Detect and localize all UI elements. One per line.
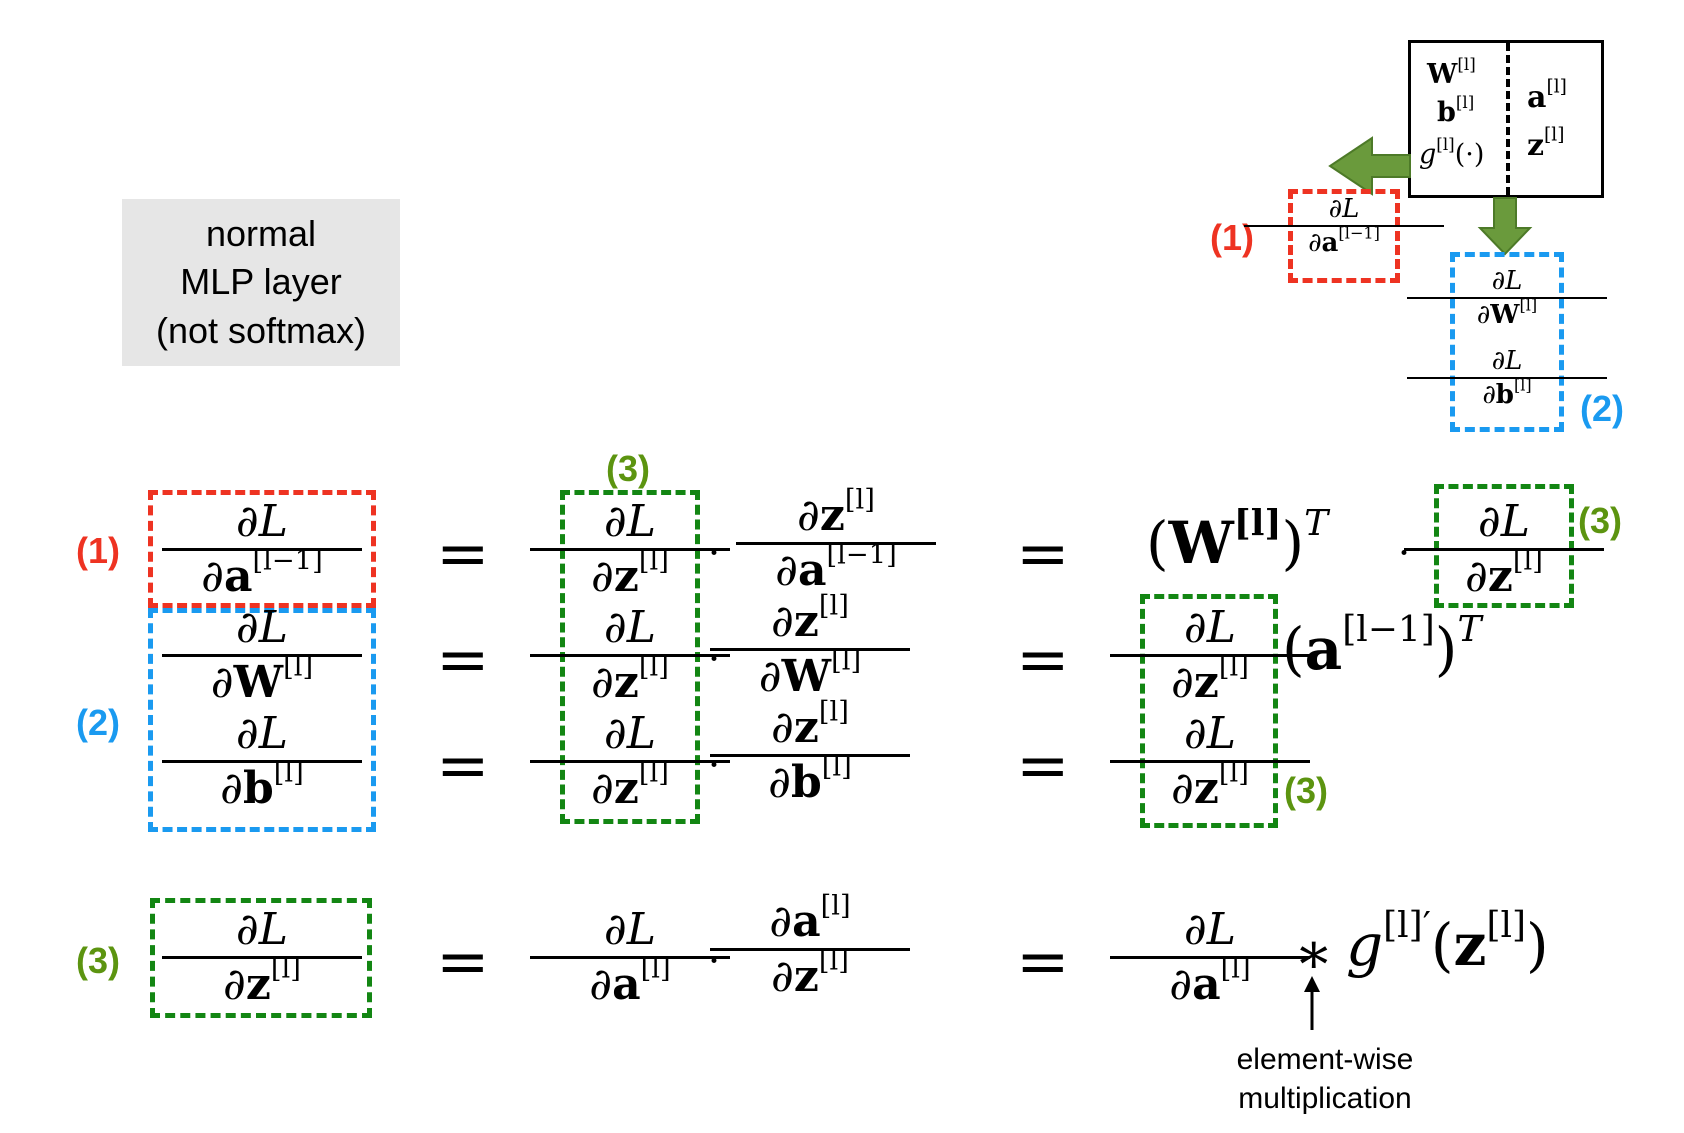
expr-star: ∗	[1294, 919, 1334, 987]
label-1-small: (1)	[1210, 217, 1254, 258]
eq-row3-b: =	[1016, 729, 1070, 803]
frac-dz-db-row3: ∂z[l] ∂b[l]	[710, 699, 910, 805]
note-box: normal MLP layer (not softmax)	[122, 199, 400, 366]
green-box-row1-right	[1434, 484, 1574, 608]
elementwise-caption: element-wise multiplication	[1210, 1040, 1440, 1118]
caption-line-2: multiplication	[1238, 1082, 1412, 1115]
eq-row1-a: =	[436, 517, 490, 591]
blue-box-dW-db	[148, 608, 376, 832]
label-3-bottom: (3)	[76, 940, 120, 981]
small-frac-dL-db: ∂L ∂b[l]	[1407, 348, 1607, 408]
label-2-small: (2)	[1580, 388, 1624, 429]
down-arrow	[1477, 197, 1533, 256]
frac-dz-dW-row2: ∂z[l] ∂W[l]	[710, 593, 910, 699]
frac-dz-da-row1: ∂z[l] ∂a[l−1]	[736, 487, 936, 593]
note-line-2: MLP layer	[180, 261, 342, 303]
eq-row3-a: =	[436, 729, 490, 803]
eq-row2-b: =	[1016, 623, 1070, 697]
note-line-1: normal	[205, 212, 317, 254]
small-frac-dL-dW: ∂L ∂W[l]	[1407, 268, 1607, 328]
frac-dL-da-lm1: ∂L ∂a[l−1]	[162, 500, 362, 599]
frac-dL-dW: ∂L ∂W[l]	[162, 606, 362, 705]
frac-dL-dz-row1-right: ∂L ∂z[l]	[1404, 500, 1604, 599]
frac-dL-dz-row2: ∂L ∂z[l]	[530, 606, 730, 705]
eq-row1-b: =	[1016, 517, 1070, 591]
red-box-da	[148, 490, 376, 608]
green-box-bottom-left	[150, 898, 372, 1018]
expr-gprime: g[l]′(z[l])	[1346, 904, 1549, 979]
small-blue-box	[1450, 252, 1564, 432]
eq-row4-a: =	[436, 925, 490, 999]
frac-dL-dz-row3: ∂L ∂z[l]	[530, 712, 730, 811]
small-frac-dL-da: ∂L ∂a[l−1]	[1244, 196, 1444, 256]
layer-z: z[l]	[1527, 124, 1565, 163]
frac-dL-dz-row3-right: ∂L ∂z[l]	[1110, 712, 1310, 811]
frac-da-dz-bottom: ∂a[l] ∂z[l]	[710, 893, 910, 999]
frac-dL-da-bottom: ∂L ∂a[l]	[530, 908, 730, 1007]
small-red-box	[1288, 189, 1400, 283]
caption-line-1: element-wise	[1236, 1043, 1414, 1076]
label-2: (2)	[76, 702, 120, 743]
frac-dL-dz-bottom: ∂L ∂z[l]	[162, 908, 362, 1007]
layer-divider	[1506, 43, 1510, 195]
label-3-row3: (3)	[1284, 770, 1328, 811]
frac-dL-dz-row1: ∂L ∂z[l]	[530, 500, 730, 599]
left-arrow	[1328, 136, 1411, 196]
layer-g: g[l](·)	[1419, 133, 1485, 170]
eq-row2-a: =	[436, 623, 490, 697]
green-box-middle-col	[560, 490, 700, 824]
layer-b: b[l]	[1437, 91, 1475, 128]
layer-box: W[l] b[l] g[l](·) a[l] z[l]	[1408, 40, 1604, 198]
green-box-row2-3-right	[1140, 594, 1278, 828]
frac-dL-dz-row2-right: ∂L ∂z[l]	[1110, 606, 1310, 705]
layer-W: W[l]	[1427, 53, 1476, 90]
expr-aT: (a[l−1])T	[1282, 608, 1482, 683]
frac-dL-db: ∂L ∂b[l]	[162, 712, 362, 811]
label-1: (1)	[76, 530, 120, 571]
layer-a: a[l]	[1527, 76, 1567, 115]
frac-dL-da-bottom-right: ∂L ∂a[l]	[1110, 908, 1310, 1007]
note-line-3: (not softmax)	[155, 309, 367, 351]
dot-row1: ·	[708, 531, 721, 575]
label-3-row1: (3)	[1578, 500, 1622, 541]
caption-arrow-head	[1304, 976, 1320, 992]
dot-row4: ·	[708, 939, 721, 983]
dot-row1-right: ·	[1398, 531, 1411, 575]
eq-row4-b: =	[1016, 925, 1070, 999]
label-3-top: (3)	[606, 448, 650, 489]
expr-WT: (W[l])T	[1146, 501, 1329, 577]
